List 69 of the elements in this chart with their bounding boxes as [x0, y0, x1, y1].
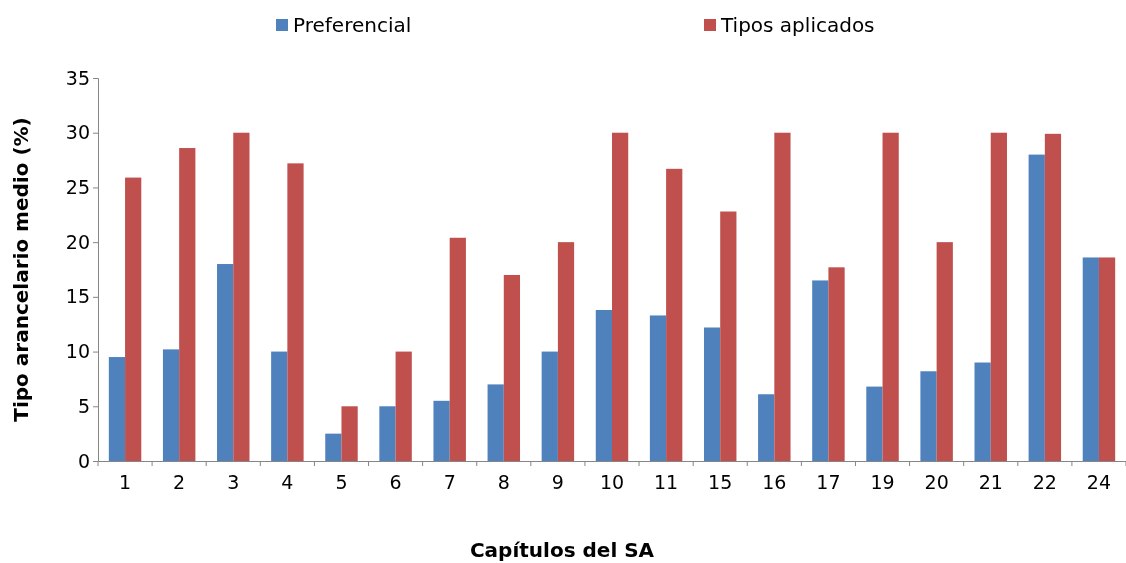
- bar: [866, 386, 883, 461]
- legend-label: Tipos aplicados: [720, 13, 875, 37]
- x-tick-label: 17: [816, 470, 841, 493]
- x-tick-label: 4: [281, 470, 294, 493]
- x-tick-label: 19: [870, 470, 895, 493]
- bar: [217, 264, 234, 461]
- x-tick-label: 22: [1032, 470, 1057, 493]
- y-tick-label: 35: [65, 66, 90, 89]
- bar: [703, 327, 721, 461]
- bar: [990, 132, 1007, 461]
- bar: [433, 400, 450, 461]
- bar: [936, 242, 953, 461]
- bar: [179, 148, 196, 461]
- bar: [233, 132, 250, 461]
- bar: [1028, 154, 1045, 461]
- bar: [449, 237, 466, 461]
- y-tick-label: 15: [65, 285, 90, 308]
- bar: [1098, 257, 1116, 461]
- bar: [758, 394, 775, 461]
- x-tick-label: 3: [227, 470, 240, 493]
- x-tick-label: 16: [762, 470, 787, 493]
- x-tick-label: 1: [119, 470, 132, 493]
- bar: [341, 406, 358, 461]
- bar: [1044, 133, 1062, 461]
- x-tick-label: 6: [389, 470, 402, 493]
- y-tick-label: 0: [77, 449, 90, 472]
- bar: [557, 242, 575, 461]
- x-tick-label: 5: [335, 470, 348, 493]
- bar: [162, 349, 180, 461]
- bar: [649, 315, 667, 461]
- x-tick-label: 10: [599, 470, 625, 493]
- bar: [287, 163, 304, 461]
- bar: [612, 132, 629, 461]
- bar: [974, 362, 991, 461]
- legend-label: Preferencial: [293, 13, 412, 37]
- x-tick-label: 8: [497, 470, 510, 493]
- x-tick-label: 7: [443, 470, 456, 493]
- bar: [812, 280, 829, 461]
- bar: [108, 357, 126, 461]
- x-tick-label: 9: [551, 470, 564, 493]
- bar: [666, 168, 683, 461]
- bar: [920, 371, 937, 461]
- x-tick-label: 2: [173, 470, 186, 493]
- bar: [541, 351, 558, 461]
- bar: [379, 406, 396, 461]
- bar: [720, 211, 737, 461]
- bar: [125, 177, 142, 461]
- x-tick-label: 15: [708, 470, 733, 493]
- bar: [882, 132, 899, 461]
- bar: [1082, 257, 1099, 461]
- bar: [271, 351, 288, 461]
- y-tick-label: 10: [65, 340, 90, 363]
- bar: [774, 132, 791, 461]
- x-axis-title: Capítulos del SA: [469, 538, 655, 562]
- bar: [487, 384, 504, 461]
- bar: [828, 267, 845, 461]
- x-tick-label: 24: [1086, 470, 1112, 493]
- x-tick-label: 20: [924, 470, 949, 493]
- bar: [503, 274, 521, 461]
- x-tick-label: 21: [978, 470, 1003, 493]
- y-tick-label: 30: [65, 121, 90, 144]
- y-axis-title: Tipo arancelario medio (%): [9, 117, 33, 422]
- bar: [325, 433, 342, 461]
- y-tick-label: 25: [65, 176, 90, 199]
- x-tick-label: 11: [654, 470, 679, 493]
- y-tick-label: 20: [65, 230, 90, 253]
- y-tick-label: 5: [77, 394, 90, 417]
- bar: [395, 351, 412, 461]
- bar: [595, 309, 612, 461]
